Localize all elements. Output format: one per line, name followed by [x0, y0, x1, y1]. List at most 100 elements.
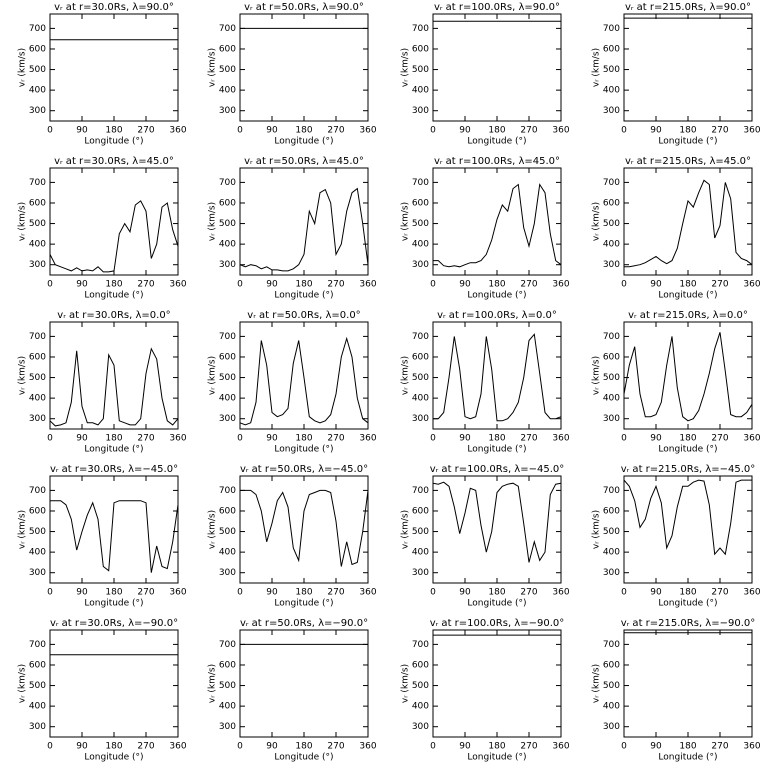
y-tick-label: 400: [219, 548, 236, 558]
y-tick-label: 300: [29, 722, 46, 732]
y-axis-label: vᵣ (km/s): [401, 356, 411, 395]
panel-title: vᵣ at r=100.0Rs, λ=−90.0°: [430, 618, 565, 629]
y-tick-label: 700: [29, 640, 46, 650]
x-tick-label: 180: [679, 588, 696, 598]
x-tick-label: 270: [711, 126, 728, 136]
x-tick-label: 360: [169, 280, 186, 290]
plot-frame: [239, 475, 369, 584]
y-tick-label: 600: [29, 660, 46, 670]
y-tick-label: 600: [603, 506, 620, 516]
x-axis-label: Longitude (°): [274, 291, 333, 301]
y-tick-label: 500: [603, 373, 620, 383]
y-axis-label: vᵣ (km/s): [401, 510, 411, 549]
x-tick-label: 0: [621, 280, 627, 290]
y-tick-label: 500: [29, 373, 46, 383]
y-tick-label: 600: [219, 506, 236, 516]
y-tick-label: 500: [219, 527, 236, 537]
plot-frame: [623, 475, 753, 584]
y-tick-label: 700: [412, 178, 429, 188]
y-tick-label: 600: [603, 198, 620, 208]
x-tick-label: 180: [105, 742, 122, 752]
panel-title: vᵣ at r=30.0Rs, λ=−45.0°: [50, 464, 178, 475]
x-axis-label: Longitude (°): [658, 753, 717, 763]
y-tick-label: 500: [412, 219, 429, 229]
y-tick-label: 600: [219, 660, 236, 670]
x-tick-label: 90: [76, 126, 88, 136]
y-tick-label: 600: [412, 44, 429, 54]
x-tick-label: 360: [169, 588, 186, 598]
plot-frame: [432, 13, 562, 122]
panel-title: vᵣ at r=50.0Rs, λ=−45.0°: [240, 464, 368, 475]
panel-title: vᵣ at r=30.0Rs, λ=90.0°: [54, 2, 174, 13]
x-tick-label: 0: [430, 280, 436, 290]
x-tick-label: 360: [359, 434, 376, 444]
x-tick-label: 270: [327, 126, 344, 136]
y-axis-label: vᵣ (km/s): [401, 48, 411, 87]
y-tick-label: 300: [219, 106, 236, 116]
data-line: [50, 500, 179, 573]
plot-frame: [432, 321, 562, 430]
x-tick-label: 0: [430, 742, 436, 752]
x-tick-label: 90: [459, 280, 471, 290]
x-tick-label: 0: [237, 742, 243, 752]
x-axis-label: Longitude (°): [84, 753, 143, 763]
x-axis-label: Longitude (°): [658, 445, 717, 455]
y-tick-label: 700: [219, 640, 236, 650]
y-tick-label: 600: [29, 352, 46, 362]
x-tick-label: 270: [520, 434, 537, 444]
y-tick-label: 400: [29, 394, 46, 404]
y-tick-label: 600: [412, 660, 429, 670]
x-tick-label: 180: [295, 126, 312, 136]
y-tick-label: 700: [29, 486, 46, 496]
x-tick-label: 360: [359, 126, 376, 136]
x-tick-label: 180: [488, 742, 505, 752]
x-axis-label: Longitude (°): [274, 753, 333, 763]
x-tick-label: 180: [488, 126, 505, 136]
y-axis-label: vᵣ (km/s): [592, 510, 602, 549]
x-tick-label: 90: [76, 280, 88, 290]
y-tick-label: 500: [219, 681, 236, 691]
plot-frame: [432, 629, 562, 738]
panel-title: vᵣ at r=30.0Rs, λ=−90.0°: [50, 618, 178, 629]
data-line: [433, 333, 562, 422]
y-tick-label: 400: [412, 394, 429, 404]
data-line: [623, 479, 752, 556]
x-tick-label: 0: [237, 588, 243, 598]
y-tick-label: 700: [603, 178, 620, 188]
plot-frame: [239, 629, 369, 738]
x-tick-label: 0: [430, 588, 436, 598]
x-axis-label: Longitude (°): [658, 291, 717, 301]
data-line: [624, 179, 753, 268]
y-tick-label: 400: [603, 548, 620, 558]
y-tick-label: 300: [412, 414, 429, 424]
panel-title: vᵣ at r=215.0Rs, λ=45.0°: [625, 156, 751, 167]
y-axis-label: vᵣ (km/s): [401, 664, 411, 703]
x-tick-label: 0: [47, 280, 53, 290]
y-tick-label: 500: [412, 527, 429, 537]
x-tick-label: 360: [359, 742, 376, 752]
panel-title: vᵣ at r=50.0Rs, λ=90.0°: [244, 2, 364, 13]
x-tick-label: 270: [520, 588, 537, 598]
y-tick-label: 700: [603, 486, 620, 496]
y-tick-label: 500: [412, 373, 429, 383]
y-tick-label: 700: [219, 178, 236, 188]
x-tick-label: 180: [679, 434, 696, 444]
y-axis-label: vᵣ (km/s): [18, 48, 28, 87]
y-tick-label: 500: [603, 219, 620, 229]
x-tick-label: 360: [552, 280, 569, 290]
y-tick-label: 700: [412, 640, 429, 650]
y-tick-label: 400: [412, 86, 429, 96]
x-tick-label: 270: [137, 434, 154, 444]
y-tick-label: 500: [412, 65, 429, 75]
x-tick-label: 270: [711, 742, 728, 752]
x-tick-label: 360: [359, 588, 376, 598]
x-tick-label: 90: [650, 742, 662, 752]
y-tick-label: 400: [603, 394, 620, 404]
y-tick-label: 600: [29, 506, 46, 516]
y-axis-label: vᵣ (km/s): [208, 356, 218, 395]
y-tick-label: 500: [412, 681, 429, 691]
x-tick-label: 360: [743, 434, 760, 444]
y-tick-label: 400: [219, 86, 236, 96]
y-axis-label: vᵣ (km/s): [592, 664, 602, 703]
plot-frame: [49, 13, 179, 122]
